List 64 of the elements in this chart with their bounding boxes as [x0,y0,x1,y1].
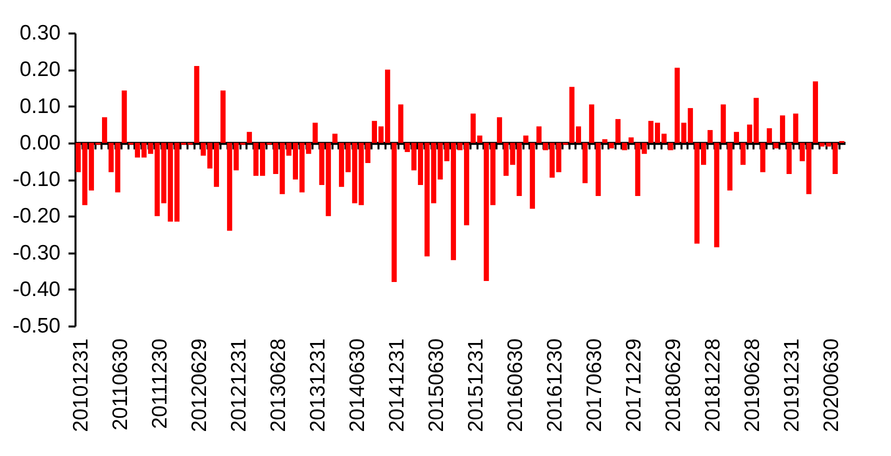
bar [760,142,766,172]
y-tick-label: -0.50 [12,314,60,338]
bar [780,115,786,143]
bar [392,142,397,282]
bar [708,130,713,143]
bar [536,126,542,143]
y-tick-label: 0.10 [20,94,60,118]
bar [786,142,792,174]
y-tick-label: 0.00 [20,131,60,154]
x-tick-label: 20171229 [622,338,646,432]
x-tick-label: 20140630 [346,338,369,432]
x-tick-label: 20180629 [662,338,685,432]
bar [714,142,720,248]
x-tick-label: 20101231 [70,338,93,432]
bar [220,90,226,143]
bar [102,117,108,143]
x-tick-label: 20141231 [385,338,408,432]
bar [628,137,634,143]
bar [398,104,404,143]
y-tick-label: -0.20 [12,204,60,228]
x-tick-label: 20131231 [306,338,330,432]
bar [766,128,772,143]
bar [720,104,726,143]
x-tick-label: 20121231 [227,338,250,432]
x-tick-label: 20160630 [504,338,527,432]
bar [622,142,628,150]
bar [727,142,732,190]
bar [812,81,818,143]
x-tick-label: 20200630 [820,338,843,432]
y-tick-label: -0.10 [12,168,60,191]
y-tick-label: 0.20 [20,58,60,82]
x-tick-label: 20151231 [464,338,488,432]
y-tick-label: 0.30 [20,22,60,44]
bar [582,142,588,184]
x-tick-label: 20161230 [543,338,566,432]
bar [773,142,779,148]
bar [530,142,535,209]
bar [194,66,200,143]
bar [589,104,594,143]
bar [332,134,338,143]
x-tick-label: 20110630 [109,338,132,430]
x-tick-label: 20111230 [148,338,172,429]
x-tick-label: 20181228 [701,338,724,432]
bar [734,132,740,143]
y-tick-label: -0.40 [12,278,60,301]
bar [602,139,608,143]
x-tick-label: 20170630 [582,338,606,432]
bar [608,142,614,148]
bar [122,90,127,143]
bar [615,119,621,143]
bar [496,117,502,143]
bar [246,132,252,143]
x-tick-label: 20190628 [740,338,764,432]
y-tick-label: -0.30 [12,241,60,264]
bar [740,142,746,165]
x-tick-label: 20120629 [188,338,211,432]
x-tick-label: 20191231 [780,338,804,432]
bar [596,142,601,196]
x-tick-label: 20150630 [424,338,448,432]
bar [793,114,798,143]
bar [312,122,318,143]
x-tick-label: 20130628 [266,338,290,432]
bar [523,136,528,143]
bar [668,142,674,150]
